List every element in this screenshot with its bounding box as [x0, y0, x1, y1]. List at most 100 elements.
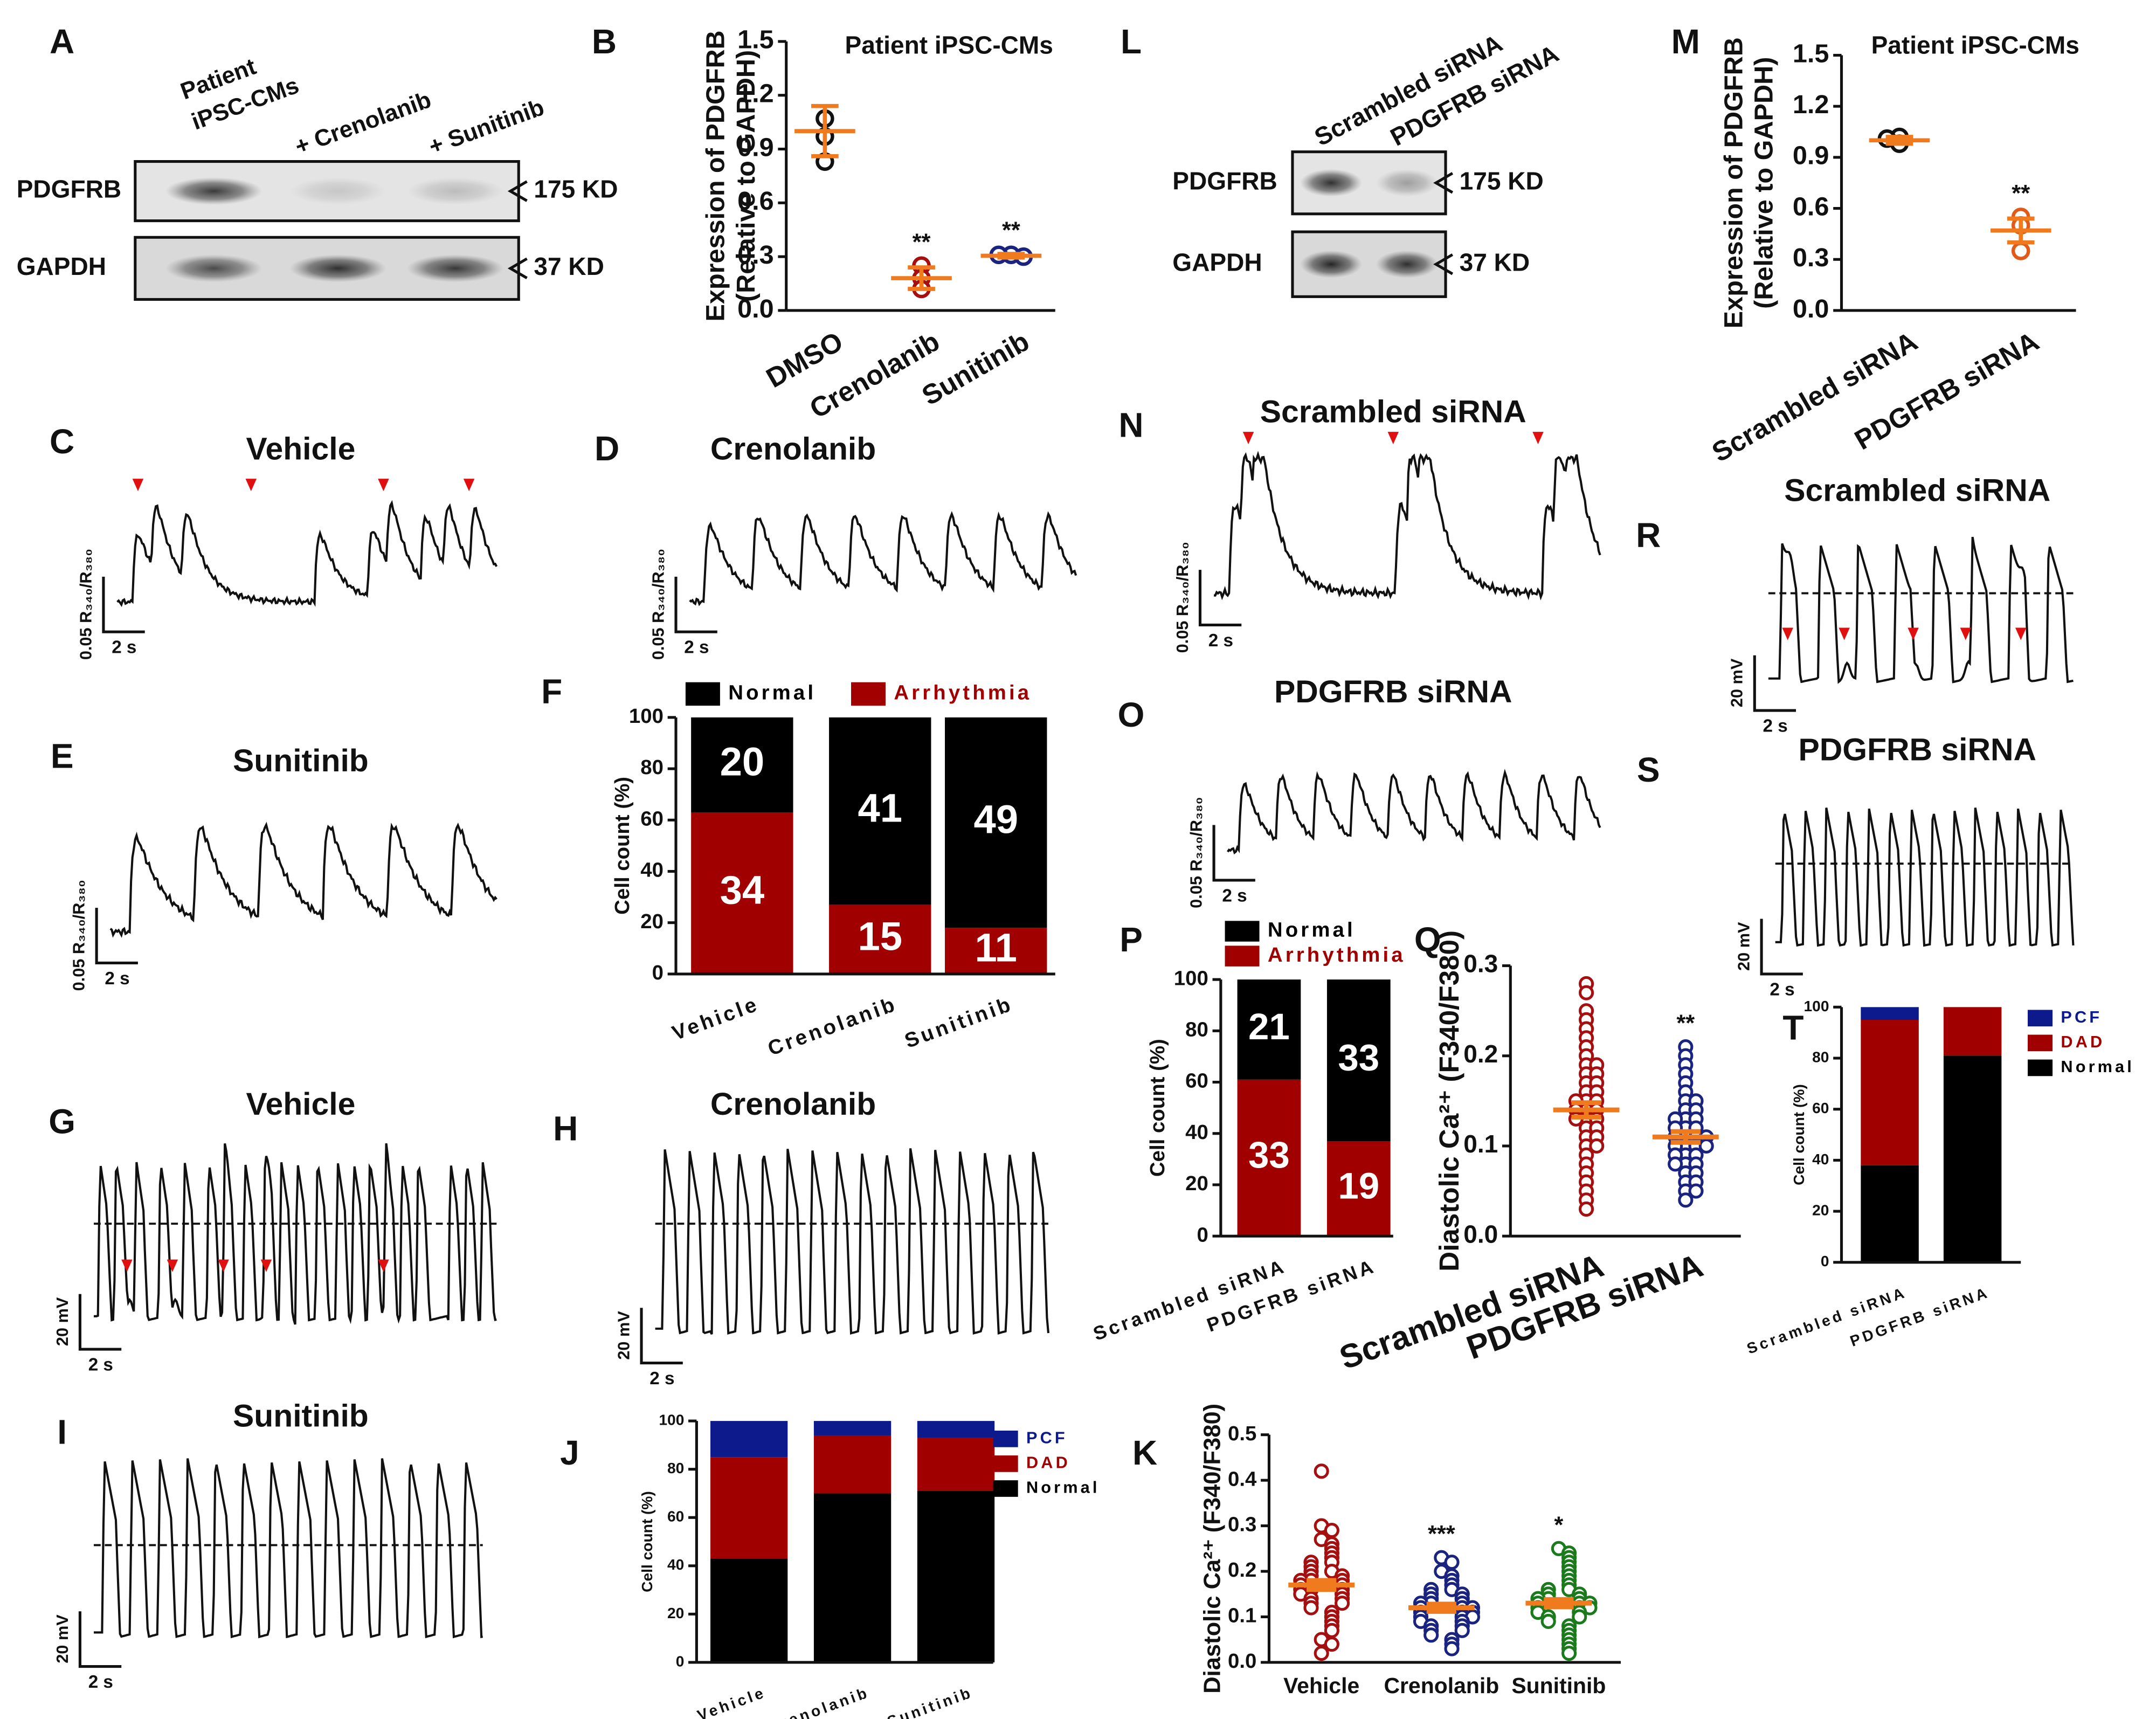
y-tick-label: 20 [1185, 1172, 1208, 1195]
y-tick-label: 0.1 [1228, 1604, 1256, 1627]
marker-triangle [378, 479, 389, 492]
y-tick-label: 60 [1812, 1100, 1829, 1116]
data-point [1423, 1627, 1439, 1643]
count-label: 41 [858, 785, 902, 830]
scale-bar [640, 1308, 683, 1365]
y-tick-label: 100 [659, 1412, 684, 1428]
legend-swatch [993, 1431, 1018, 1447]
data-point [1698, 1138, 1714, 1154]
x-scale-label: 2 s [1222, 886, 1247, 906]
bar-segment [1237, 979, 1301, 1080]
data-point [1589, 1138, 1605, 1154]
bar-segment [1326, 979, 1391, 1142]
trace [94, 1458, 483, 1639]
data-point [1688, 1183, 1704, 1199]
bar-segment [1943, 1055, 2002, 1262]
y-tick-label: 1.5 [737, 25, 774, 54]
legend-swatch [2027, 1034, 2053, 1052]
bar-segment [1861, 1007, 1919, 1020]
trace [1214, 451, 1601, 600]
protein-label: PDGFRB [1172, 167, 1277, 195]
count-label: 49 [973, 797, 1018, 842]
y-scale-label: 20 mV [53, 1614, 72, 1663]
legend-label: Arrhythmia [894, 681, 1032, 705]
marker-triangle [1242, 432, 1254, 445]
y-tick-label: 0.3 [1463, 950, 1498, 978]
trace-title: Sunitinib [233, 1399, 369, 1434]
y-tick-label: 0 [1197, 1223, 1208, 1246]
y-tick-label: 0.0 [1793, 294, 1829, 323]
x-scale-label: 2 s [112, 638, 136, 658]
legend-label: Normal [2061, 1057, 2134, 1076]
panel-label: J [560, 1433, 579, 1472]
trace [116, 500, 498, 607]
panel-label: N [1118, 405, 1143, 444]
arrow [1433, 172, 1454, 194]
y-tick-label: 60 [667, 1508, 684, 1525]
blot-band [1376, 250, 1438, 278]
data-point [1324, 1623, 1339, 1638]
data-point [1578, 1201, 1594, 1217]
panel-label: G [49, 1102, 75, 1141]
bar-segment [829, 717, 931, 905]
x-scale-label: 2 s [684, 638, 709, 658]
y-tick-label: 0.1 [1463, 1130, 1498, 1158]
data-point [1314, 1463, 1329, 1479]
panel-label: B [592, 22, 617, 61]
blot-band [165, 254, 262, 282]
bar-segment [710, 1421, 788, 1458]
trace [1775, 807, 2075, 947]
bar-segment [1861, 1165, 1919, 1262]
y-tick-label: 0.2 [1463, 1040, 1498, 1068]
significance: *** [1428, 1521, 1455, 1547]
panel-label: Q [1414, 920, 1441, 959]
y-scale-label: 20 mV [1727, 658, 1746, 707]
arrow [1433, 253, 1454, 275]
marker-triangle [378, 1259, 389, 1272]
marker-triangle [260, 1259, 272, 1272]
y-tick-label: 0.3 [1228, 1513, 1256, 1536]
count-label: 11 [975, 926, 1017, 970]
legend-label: DAD [2061, 1032, 2105, 1051]
chart-title: Patient iPSC-CMs [845, 31, 1053, 59]
y-tick-label: 60 [640, 807, 664, 830]
x-scale-label: 2 s [1770, 979, 1794, 999]
y-axis-label: Cell count (%) [1146, 1039, 1169, 1177]
legend-label: PCF [1026, 1428, 1068, 1447]
protein-label: GAPDH [17, 252, 106, 280]
panel-label: T [1782, 1009, 1803, 1047]
x-scale-label: 2 s [1208, 631, 1233, 651]
x-scale-label: 2 s [88, 1672, 113, 1692]
panel-label: I [57, 1413, 67, 1452]
marker-triangle [1908, 627, 1919, 640]
legend-swatch [851, 682, 886, 706]
size-label: 37 KD [534, 252, 604, 280]
size-label: 37 KD [1460, 248, 1530, 276]
data-point [1314, 1645, 1329, 1661]
panel-label: P [1120, 920, 1143, 959]
data-point [1668, 1156, 1683, 1172]
size-label: 175 KD [1460, 167, 1544, 195]
panel-label: L [1121, 22, 1142, 61]
panel-label: H [553, 1109, 578, 1148]
bar-segment [917, 1421, 995, 1438]
blot-band [1300, 169, 1363, 197]
y-tick-label: 80 [1185, 1018, 1208, 1041]
y-tick-label: 1.2 [737, 79, 774, 108]
significance: ** [2012, 181, 2030, 206]
y-scale-label: 20 mV [614, 1311, 633, 1360]
y-axis-label: Expression of PDGFRB [1719, 37, 1748, 328]
y-axis-label: Cell count (%) [1791, 1084, 1807, 1185]
count-label: 33 [1338, 1036, 1379, 1078]
blot-band [1300, 250, 1363, 278]
bar-segment [691, 717, 793, 813]
count-label: 33 [1248, 1134, 1290, 1176]
blot-band [406, 177, 504, 205]
trace-title: Scrambled siRNA [1260, 394, 1526, 429]
marker-triangle [463, 479, 475, 492]
trace [1227, 769, 1601, 855]
y-tick-label: 0.5 [1228, 1422, 1256, 1445]
count-label: 15 [858, 914, 902, 958]
y-tick-label: 0 [1821, 1253, 1829, 1269]
trace [94, 1143, 497, 1325]
